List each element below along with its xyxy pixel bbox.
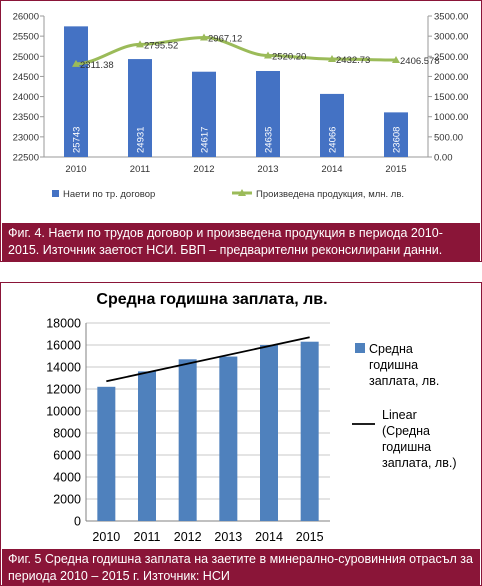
y-tick-label: 25500 [13, 32, 39, 43]
bar-salary [97, 386, 116, 521]
legend-label-salary: заплата, лв. [369, 374, 439, 388]
x-tick-label: 2013 [214, 530, 242, 544]
y-tick-label: 18000 [46, 317, 81, 331]
y-tick-label: 26000 [13, 12, 39, 23]
y2-tick-label: 500.00 [434, 132, 463, 143]
x-tick-label: 2015 [385, 164, 406, 175]
legend-marker-production [238, 189, 246, 196]
y-tick-label: 23000 [13, 132, 39, 143]
bar-employees [384, 112, 408, 157]
y2-tick-label: 3000.00 [434, 32, 468, 43]
x-tick-label: 2014 [321, 164, 342, 175]
production-point [200, 33, 208, 41]
bar-salary [138, 371, 156, 521]
bar-value-label: 24066 [328, 127, 339, 153]
figure-4-caption: Фиг. 4. Наети по трудов договор и произв… [2, 223, 480, 262]
production-value-label: 2432.73 [336, 55, 370, 66]
bar-employees [64, 26, 88, 158]
legend-swatch-employees [52, 190, 59, 197]
bar-employees [128, 59, 152, 157]
legend-label-salary: годишна [369, 358, 418, 372]
production-point [328, 54, 336, 62]
bar-value-label: 25743 [72, 127, 83, 153]
y-tick-label: 8000 [53, 427, 81, 441]
bar-value-label: 24635 [264, 127, 275, 153]
y2-tick-label: 0.00 [434, 153, 453, 164]
trendline [106, 336, 310, 383]
y-tick-label: 2000 [53, 493, 81, 507]
x-tick-label: 2011 [130, 164, 150, 175]
legend-label-employees: Наети по тр. договор [63, 189, 155, 200]
y-tick-label: 10000 [46, 405, 81, 419]
y2-tick-label: 2500.00 [434, 52, 468, 63]
y2-tick-label: 1500.00 [434, 92, 468, 103]
x-tick-label: 2012 [174, 530, 202, 544]
production-point [72, 59, 80, 67]
x-tick-label: 2012 [193, 164, 214, 175]
x-tick-label: 2015 [296, 530, 324, 544]
y-tick-label: 0 [74, 515, 81, 529]
y-tick-label: 25000 [13, 52, 39, 63]
x-tick-label: 2010 [65, 164, 86, 175]
chart-title: Средна годишна заплата, лв. [96, 291, 327, 308]
y2-tick-label: 1000.00 [434, 112, 468, 123]
production-value-label: 2311.38 [80, 60, 114, 71]
production-value-label: 2520.20 [272, 51, 306, 62]
employment-production-chart: 22500 23000 23500 24000 24500 25000 25500 26000… [13, 12, 469, 201]
bar-employees [320, 93, 344, 157]
bar-value-label: 24931 [136, 127, 147, 153]
x-tick-label: 2011 [134, 530, 161, 544]
figure-4: 22500 23000 23500 24000 24500 25000 25500 26000… [0, 0, 482, 262]
y-tick-label: 24000 [13, 92, 39, 103]
production-point [136, 40, 144, 48]
legend-swatch-salary [355, 343, 365, 353]
y2-tick-label: 3500.00 [434, 12, 468, 23]
bar-value-label: 23608 [392, 127, 403, 153]
y-tick-label: 12000 [46, 383, 81, 397]
legend-label-trendline: годишна [382, 440, 431, 454]
bar-salary [260, 345, 278, 521]
bar-salary [219, 356, 238, 521]
y-tick-label: 16000 [46, 339, 81, 353]
production-value-label: 2406.578 [400, 56, 440, 67]
average-salary-chart: Средна годишна заплата, лв. 0 2000 4000 6000… [46, 291, 456, 544]
x-tick-label: 2013 [257, 164, 278, 175]
legend-label-trendline: Linear [382, 408, 417, 422]
y-tick-label: 6000 [53, 449, 81, 463]
legend-label-salary: Средна [369, 342, 413, 356]
legend-label-trendline: (Средна [382, 424, 430, 438]
production-line [75, 35, 397, 66]
bar-employees [192, 71, 216, 157]
bar-salary [300, 341, 319, 521]
production-point [392, 56, 400, 64]
y2-tick-label: 2000.00 [434, 72, 468, 83]
figure-5: Средна годишна заплата, лв. 0 2000 4000 6000… [0, 282, 482, 586]
y-tick-label: 22500 [13, 153, 39, 164]
bar-employees [256, 70, 280, 157]
y-tick-label: 14000 [46, 361, 81, 375]
x-tick-label: 2010 [92, 530, 120, 544]
legend-label-trendline: заплата, лв.) [382, 456, 456, 470]
production-value-label: 2795.52 [144, 40, 178, 51]
production-point [264, 51, 272, 59]
figure-5-caption: Фиг. 5 Средна годишна заплата на заетите… [2, 549, 480, 586]
bar-salary [178, 359, 197, 521]
y-tick-label: 23500 [13, 112, 39, 123]
bar-value-label: 24617 [200, 127, 211, 153]
y-tick-label: 4000 [53, 471, 81, 485]
production-value-label: 2967.12 [208, 33, 242, 44]
legend-label-production: Произведена продукция, млн. лв. [256, 189, 404, 200]
x-tick-label: 2014 [255, 530, 283, 544]
y-tick-label: 24500 [13, 72, 39, 83]
